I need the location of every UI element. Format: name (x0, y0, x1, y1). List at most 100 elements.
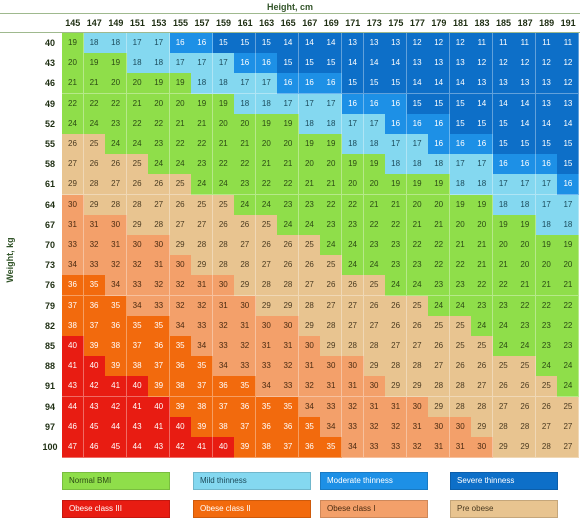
bmi-cell: 17 (492, 174, 515, 196)
bmi-cell: 32 (277, 356, 300, 378)
bmi-cell: 19 (557, 235, 580, 256)
bmi-cell: 31 (363, 396, 386, 418)
bmi-cell: 32 (148, 275, 171, 297)
bmi-cell: 16 (385, 93, 408, 115)
bmi-cell: 31 (105, 235, 128, 256)
bmi-cell: 29 (191, 255, 214, 277)
bmi-cell: 19 (363, 154, 386, 176)
bmi-cell: 24 (363, 255, 386, 277)
bmi-cell: 24 (105, 134, 128, 155)
bmi-cell: 25 (212, 194, 235, 216)
bmi-cell: 23 (342, 214, 365, 236)
bmi-cell: 36 (255, 416, 278, 438)
bmi-cell: 26 (471, 356, 494, 378)
bmi-cell: 18 (83, 33, 106, 54)
bmi-cell: 28 (514, 416, 537, 438)
bmi-cell: 18 (255, 93, 278, 115)
bmi-cell: 21 (298, 174, 321, 196)
bmi-cell: 36 (83, 295, 106, 317)
bmi-cell: 14 (557, 113, 580, 135)
bmi-cell: 18 (212, 73, 235, 95)
bmi-cell: 22 (126, 113, 149, 135)
bmi-cell: 15 (492, 113, 515, 135)
bmi-cell: 16 (255, 53, 278, 75)
bmi-cell: 16 (363, 93, 386, 115)
height-header: 159 (216, 18, 232, 28)
bmi-cell: 19 (428, 174, 451, 196)
legend-item: Moderate thinness (320, 472, 428, 490)
bmi-cell: 28 (191, 235, 214, 256)
bmi-cell: 15 (471, 113, 494, 135)
bmi-cell: 20 (471, 214, 494, 236)
bmi-cell: 21 (234, 134, 257, 155)
bmi-cell: 27 (320, 295, 343, 317)
bmi-cell: 35 (148, 315, 171, 337)
bmi-cell: 34 (105, 275, 128, 297)
bmi-cell: 14 (320, 33, 343, 54)
height-header: 153 (151, 18, 167, 28)
bmi-cell: 33 (126, 275, 149, 297)
bmi-cell: 32 (126, 255, 149, 277)
bmi-cell: 41 (62, 356, 84, 378)
bmi-cell: 31 (234, 315, 257, 337)
bmi-cell: 24 (385, 275, 408, 297)
bmi-cell: 14 (385, 53, 408, 75)
bmi-cell: 21 (428, 214, 451, 236)
bmi-cell: 31 (255, 336, 278, 357)
bmi-cell: 45 (105, 437, 128, 458)
bmi-cell: 21 (535, 275, 558, 297)
bmi-cell: 23 (105, 113, 128, 135)
bmi-cell: 39 (169, 396, 192, 418)
bmi-cell: 25 (535, 376, 558, 398)
bmi-cell: 29 (514, 437, 537, 458)
bmi-cell: 18 (234, 93, 257, 115)
bmi-cell: 17 (298, 93, 321, 115)
bmi-cell: 28 (449, 376, 472, 398)
bmi-cell: 19 (212, 93, 235, 115)
bmi-cell: 28 (406, 356, 429, 378)
bmi-cell: 35 (126, 315, 149, 337)
bmi-cell: 22 (557, 315, 580, 337)
bmi-cell: 11 (492, 33, 515, 54)
bmi-cell: 17 (212, 53, 235, 75)
bmi-cell: 29 (298, 315, 321, 337)
bmi-cell: 27 (105, 174, 128, 196)
bmi-cell: 46 (83, 437, 106, 458)
bmi-cell: 19 (298, 134, 321, 155)
bmi-cell: 26 (169, 194, 192, 216)
bmi-cell: 24 (492, 315, 515, 337)
bmi-cell: 19 (385, 174, 408, 196)
bmi-cell: 14 (514, 93, 537, 115)
bmi-cell: 23 (557, 336, 580, 357)
bmi-cell: 17 (169, 53, 192, 75)
bmi-cell: 32 (169, 275, 192, 297)
bmi-cell: 33 (385, 437, 408, 458)
bmi-cell: 16 (535, 154, 558, 176)
bmi-cell: 31 (191, 275, 214, 297)
bmi-cell: 42 (105, 396, 128, 418)
bmi-cell: 37 (212, 396, 235, 418)
weight-header: 40 (44, 38, 55, 48)
bmi-cell: 21 (191, 113, 214, 135)
bmi-cell: 28 (212, 255, 235, 277)
bmi-cell: 18 (320, 113, 343, 135)
bmi-cell: 11 (471, 33, 494, 54)
bmi-cell: 17 (126, 33, 149, 54)
bmi-cell: 25 (191, 194, 214, 216)
bmi-cell: 36 (298, 437, 321, 458)
bmi-cell: 28 (126, 194, 149, 216)
bmi-cell: 15 (557, 134, 580, 155)
weight-header: 52 (44, 118, 55, 129)
bmi-cell: 24 (169, 154, 192, 176)
bmi-cell: 17 (191, 53, 214, 75)
bmi-cell: 42 (83, 376, 106, 398)
weight-header: 58 (44, 159, 55, 170)
bmi-cell: 30 (105, 214, 128, 236)
bmi-cell: 29 (428, 396, 451, 418)
weight-header: 64 (44, 199, 55, 210)
bmi-cell: 30 (342, 356, 365, 378)
bmi-cell: 32 (342, 396, 365, 418)
bmi-cell: 14 (363, 53, 386, 75)
bmi-cell: 22 (514, 295, 537, 317)
bmi-cell: 31 (428, 437, 451, 458)
